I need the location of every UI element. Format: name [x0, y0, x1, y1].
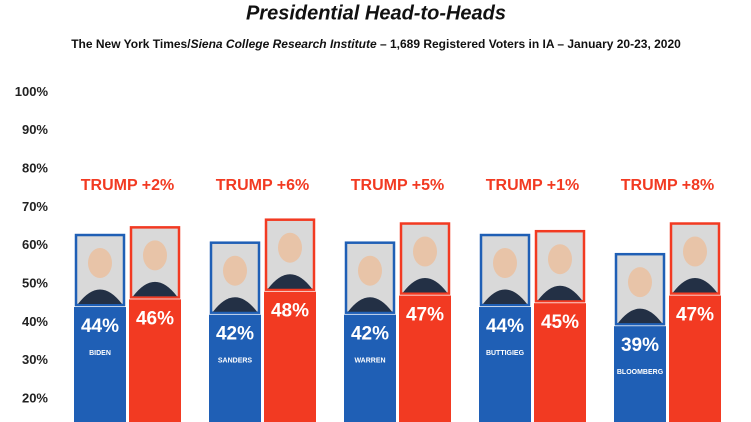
- portrait-suit: [673, 278, 717, 293]
- subtitle-part: The New York Times/: [71, 37, 191, 51]
- portrait-face: [358, 255, 382, 286]
- portrait: [669, 222, 721, 295]
- portrait-suit: [213, 297, 257, 312]
- portrait-suit: [348, 297, 392, 312]
- subtitle-part: Siena College Research Institute: [191, 37, 377, 51]
- portrait: [534, 229, 586, 303]
- portrait: [129, 226, 181, 299]
- y-tick-label: 60%: [22, 237, 48, 252]
- portrait: [74, 233, 126, 307]
- value-label: 42%: [216, 324, 254, 345]
- bar: [264, 291, 316, 422]
- annotation: TRUMP +5%: [351, 177, 445, 194]
- value-label: 39%: [621, 335, 659, 356]
- y-tick-label: 50%: [22, 275, 48, 290]
- portrait-face: [88, 248, 112, 279]
- value-label: 44%: [486, 316, 524, 337]
- category-label: SANDERS: [218, 358, 253, 365]
- bar: [614, 326, 666, 422]
- value-label: 47%: [676, 305, 714, 326]
- portrait-suit: [618, 308, 662, 324]
- value-label: 45%: [541, 312, 579, 333]
- value-label: 42%: [351, 324, 389, 345]
- bar: [399, 295, 451, 422]
- portrait-face: [413, 236, 437, 267]
- portrait: [209, 241, 261, 314]
- category-label: BLOOMBERG: [617, 369, 664, 376]
- bar: [479, 307, 531, 422]
- category-label: BUTTIGIEG: [486, 350, 525, 357]
- bar: [669, 295, 721, 422]
- portrait-suit: [78, 289, 122, 305]
- y-tick-label: 20%: [22, 390, 48, 405]
- portrait: [614, 252, 666, 326]
- portrait: [479, 233, 531, 307]
- bar: [129, 299, 181, 422]
- annotation: TRUMP +1%: [486, 177, 580, 194]
- y-tick-label: 40%: [22, 314, 48, 329]
- portrait-face: [683, 236, 707, 267]
- value-label: 48%: [271, 301, 309, 322]
- chart-subtitle: The New York Times/Siena College Researc…: [71, 37, 681, 51]
- bar: [74, 307, 126, 422]
- portrait-suit: [538, 285, 582, 301]
- y-tick-label: 30%: [22, 352, 48, 367]
- annotation: TRUMP +8%: [621, 177, 715, 194]
- portrait-suit: [403, 278, 447, 293]
- portrait: [399, 222, 451, 295]
- portrait-suit: [268, 274, 312, 289]
- portrait-suit: [133, 281, 177, 297]
- value-label: 47%: [406, 305, 444, 326]
- bar: [534, 303, 586, 422]
- category-label: BIDEN: [89, 350, 111, 357]
- bar: [344, 314, 396, 422]
- portrait: [344, 241, 396, 314]
- portrait-face: [143, 240, 167, 271]
- y-tick-label: 70%: [22, 199, 48, 214]
- portrait-face: [278, 232, 302, 263]
- portrait: [264, 218, 316, 291]
- category-label: WARREN: [354, 358, 385, 365]
- value-label: 46%: [136, 308, 174, 329]
- value-label: 44%: [81, 316, 119, 337]
- portrait-face: [223, 255, 247, 286]
- annotation: TRUMP +2%: [81, 177, 175, 194]
- portrait-face: [628, 267, 652, 298]
- chart-title: Presidential Head-to-Heads: [246, 2, 506, 24]
- portrait-face: [493, 248, 517, 279]
- y-tick-label: 90%: [22, 122, 48, 137]
- bar: [209, 314, 261, 422]
- annotation: TRUMP +6%: [216, 177, 310, 194]
- y-tick-label: 100%: [15, 84, 49, 99]
- portrait-suit: [483, 289, 527, 305]
- portrait-face: [548, 244, 572, 275]
- y-tick-label: 80%: [22, 160, 48, 175]
- subtitle-part: – 1,689 Registered Voters in IA – Januar…: [377, 37, 681, 51]
